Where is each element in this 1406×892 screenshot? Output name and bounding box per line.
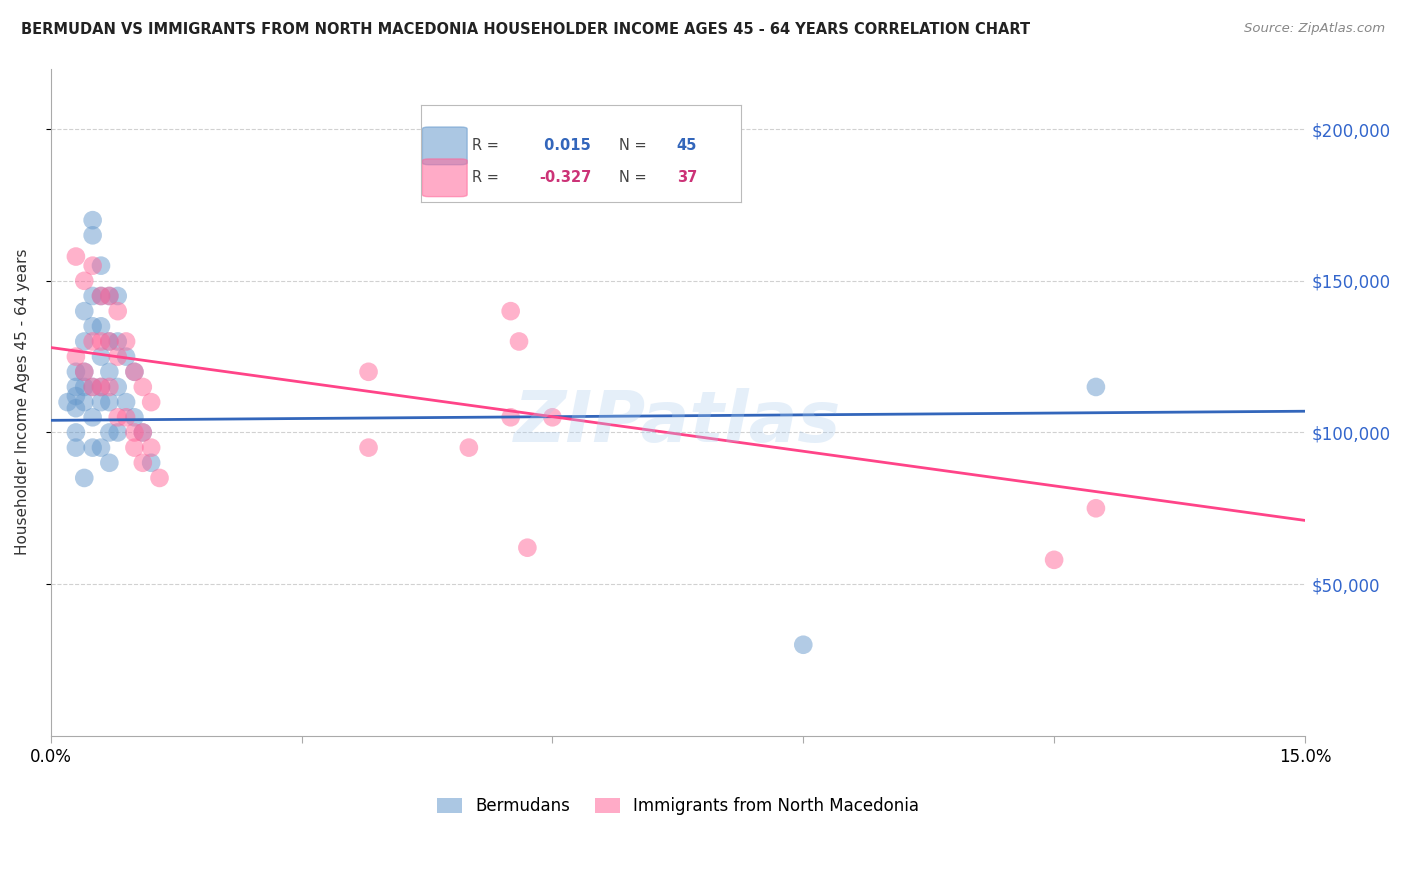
Point [90,289,112,303]
Point [82,410,104,425]
Point [115,350,138,364]
Point [107,334,129,349]
Point [82,213,104,227]
Point [73,365,96,379]
Point [115,395,138,409]
Point [792,638,814,652]
Point [73,471,96,485]
Point [98,456,121,470]
Point [65,350,87,364]
Point [73,395,96,409]
Point [73,380,96,394]
Point [65,380,87,394]
Point [132,425,155,440]
Point [98,334,121,349]
Point [541,410,564,425]
Point [82,380,104,394]
Point [141,395,163,409]
Point [73,304,96,318]
Point [132,380,155,394]
Point [107,425,129,440]
Point [65,389,87,403]
Point [98,289,121,303]
Point [82,319,104,334]
Point [82,228,104,243]
Point [73,365,96,379]
Point [90,380,112,394]
Point [98,365,121,379]
Point [124,365,146,379]
Point [82,334,104,349]
Point [90,350,112,364]
Point [115,410,138,425]
Point [65,401,87,416]
Point [98,380,121,394]
Point [357,441,380,455]
Point [90,319,112,334]
Point [132,456,155,470]
Point [141,456,163,470]
Point [107,410,129,425]
Point [73,334,96,349]
Point [90,289,112,303]
Point [1043,553,1066,567]
Point [82,441,104,455]
Point [82,259,104,273]
Point [107,304,129,318]
Point [65,425,87,440]
Point [98,425,121,440]
Point [132,425,155,440]
Point [1084,501,1107,516]
Point [107,380,129,394]
Point [98,395,121,409]
Point [124,425,146,440]
Point [499,304,522,318]
Point [65,365,87,379]
Y-axis label: Householder Income Ages 45 - 64 years: Householder Income Ages 45 - 64 years [15,249,30,556]
Point [90,395,112,409]
Point [56,395,79,409]
Point [457,441,479,455]
Point [65,441,87,455]
Point [107,350,129,364]
Point [141,441,163,455]
Point [98,334,121,349]
Point [90,380,112,394]
Point [124,441,146,455]
Point [508,334,530,349]
Point [82,380,104,394]
Point [1084,380,1107,394]
Point [90,259,112,273]
Point [124,410,146,425]
Point [82,289,104,303]
Text: ZIPatlas: ZIPatlas [515,388,842,457]
Point [516,541,538,555]
Point [357,365,380,379]
Point [90,334,112,349]
Point [115,334,138,349]
Point [73,274,96,288]
Point [98,289,121,303]
Point [65,250,87,264]
Text: Source: ZipAtlas.com: Source: ZipAtlas.com [1244,22,1385,36]
Legend: Bermudans, Immigrants from North Macedonia: Bermudans, Immigrants from North Macedon… [430,791,925,822]
Point [107,289,129,303]
Point [90,441,112,455]
Point [499,410,522,425]
Point [148,471,170,485]
Text: BERMUDAN VS IMMIGRANTS FROM NORTH MACEDONIA HOUSEHOLDER INCOME AGES 45 - 64 YEAR: BERMUDAN VS IMMIGRANTS FROM NORTH MACEDO… [21,22,1031,37]
Point [124,365,146,379]
